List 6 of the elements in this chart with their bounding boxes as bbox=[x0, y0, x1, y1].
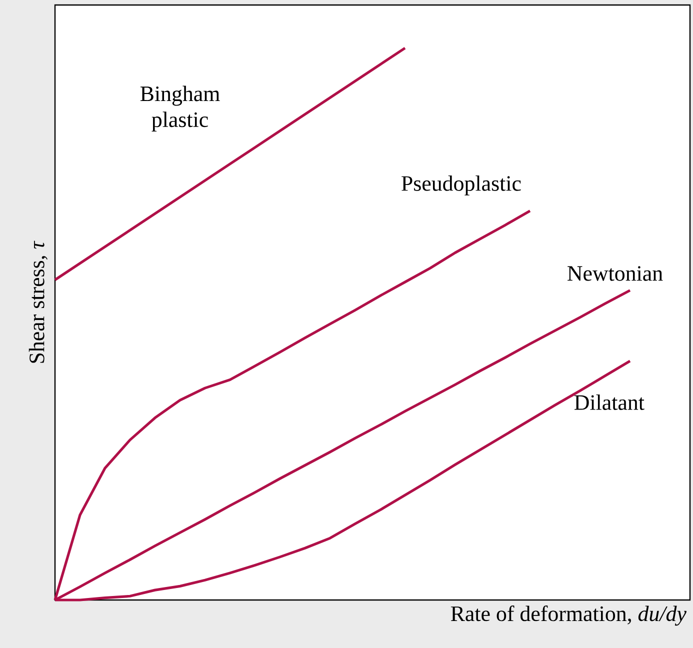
series-label: Pseudoplastic bbox=[402, 175, 521, 196]
series-label: Newtonian bbox=[568, 266, 663, 281]
x-axis-title: Rate of deformation, du/dy bbox=[450, 606, 686, 626]
series-label: Dilatant bbox=[574, 394, 644, 410]
y-axis-title: Shear stress, τ bbox=[28, 240, 48, 363]
series-label: Bingham plastic bbox=[140, 86, 220, 132]
